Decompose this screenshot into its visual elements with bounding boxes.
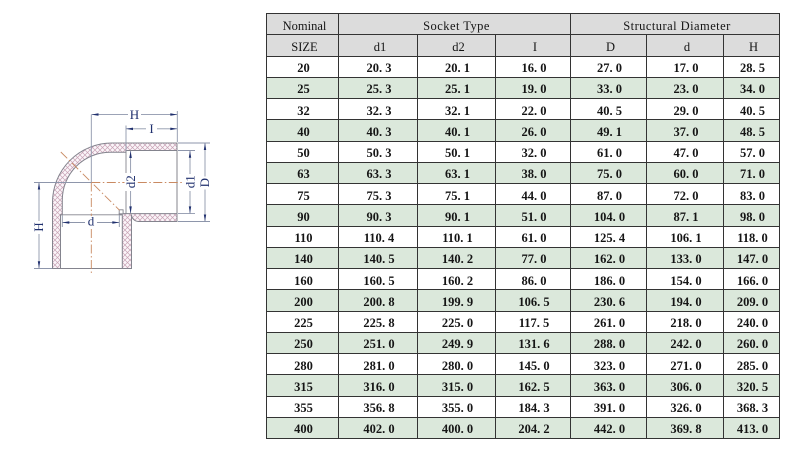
svg-text:D: D	[197, 178, 212, 187]
svg-text:I: I	[149, 121, 153, 136]
svg-text:d2: d2	[123, 175, 138, 188]
svg-text:d: d	[88, 214, 95, 229]
svg-text:d1: d1	[182, 175, 197, 188]
svg-text:H: H	[31, 222, 46, 231]
svg-text:H: H	[130, 107, 139, 122]
